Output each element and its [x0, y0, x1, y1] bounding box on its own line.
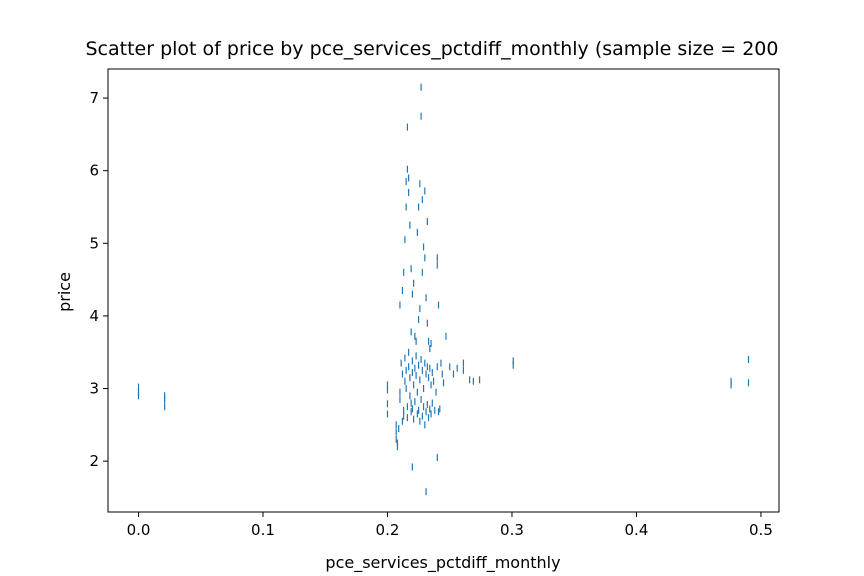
- y-axis-label: price: [55, 272, 74, 312]
- x-axis-label: pce_services_pctdiff_monthly: [325, 553, 560, 573]
- data-points: [137, 83, 750, 496]
- y-tick-label: 7: [89, 89, 99, 107]
- x-tick-label: 0.4: [625, 521, 649, 539]
- y-tick-label: 2: [89, 452, 99, 470]
- y-axis-ticks: 2 3 4 5 6 7: [89, 89, 108, 470]
- x-tick-label: 0.3: [500, 521, 524, 539]
- x-tick-label: 0.0: [127, 521, 151, 539]
- x-tick-label: 0.1: [251, 521, 275, 539]
- y-tick-label: 3: [89, 380, 99, 398]
- y-tick-label: 6: [89, 162, 99, 180]
- x-tick-label: 0.5: [749, 521, 773, 539]
- y-tick-label: 4: [89, 307, 99, 325]
- y-tick-label: 5: [89, 234, 99, 252]
- x-axis-ticks: 0.0 0.1 0.2 0.3 0.4 0.5: [127, 512, 773, 539]
- plot-frame: [107, 68, 780, 513]
- chart-title: Scatter plot of price by pce_services_pc…: [86, 38, 779, 60]
- x-tick-label: 0.2: [376, 521, 400, 539]
